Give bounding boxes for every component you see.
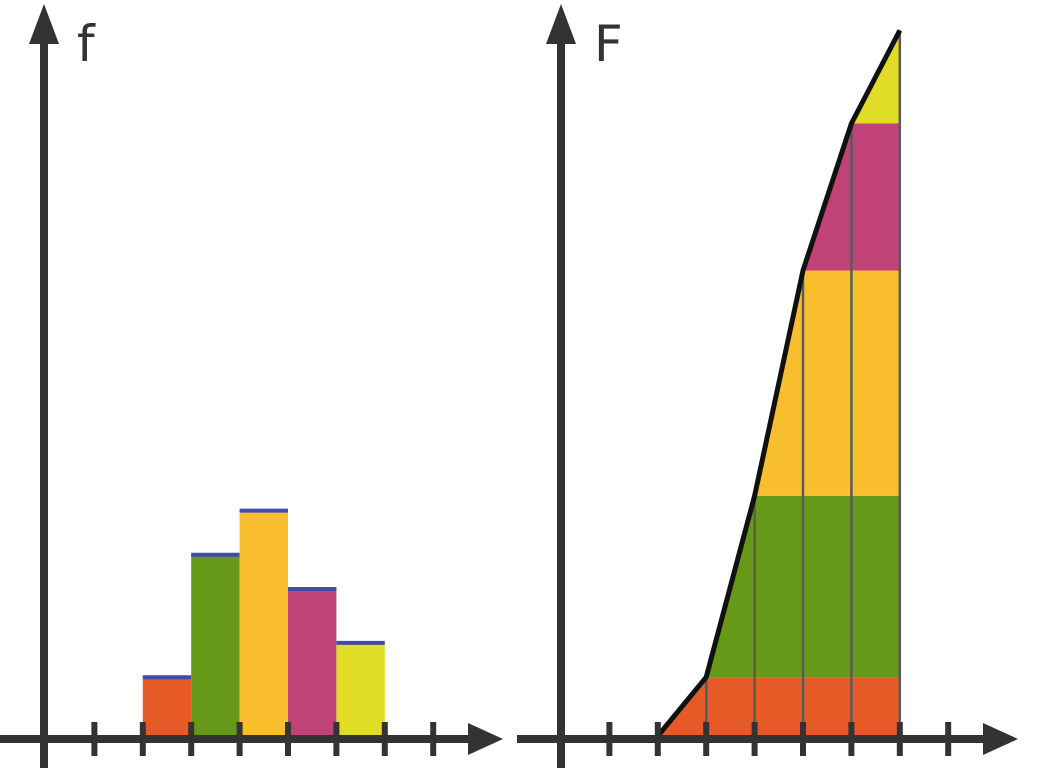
histogram-x-axis-arrow	[468, 723, 503, 755]
histogram-bars	[142, 508, 385, 736]
cumulative-band	[657, 677, 900, 736]
cumulative-y-label: F	[594, 15, 623, 73]
histogram-panel: f	[0, 4, 503, 768]
histogram-bar	[191, 554, 240, 736]
cumulative-curve	[655, 29, 903, 738]
histogram-bar	[239, 510, 288, 736]
histogram-bar	[336, 642, 385, 736]
histogram-bar	[288, 589, 337, 736]
histogram-bar	[142, 677, 192, 736]
cumulative-y-axis-arrow	[546, 4, 576, 44]
histogram-y-axis-arrow	[29, 4, 59, 44]
cumulative-panel: F	[517, 4, 1018, 768]
histogram-y-label: f	[77, 15, 96, 73]
cumulative-dividers	[704, 30, 902, 736]
cumulative-x-axis-arrow	[983, 723, 1018, 755]
cumulative-band	[754, 270, 900, 496]
